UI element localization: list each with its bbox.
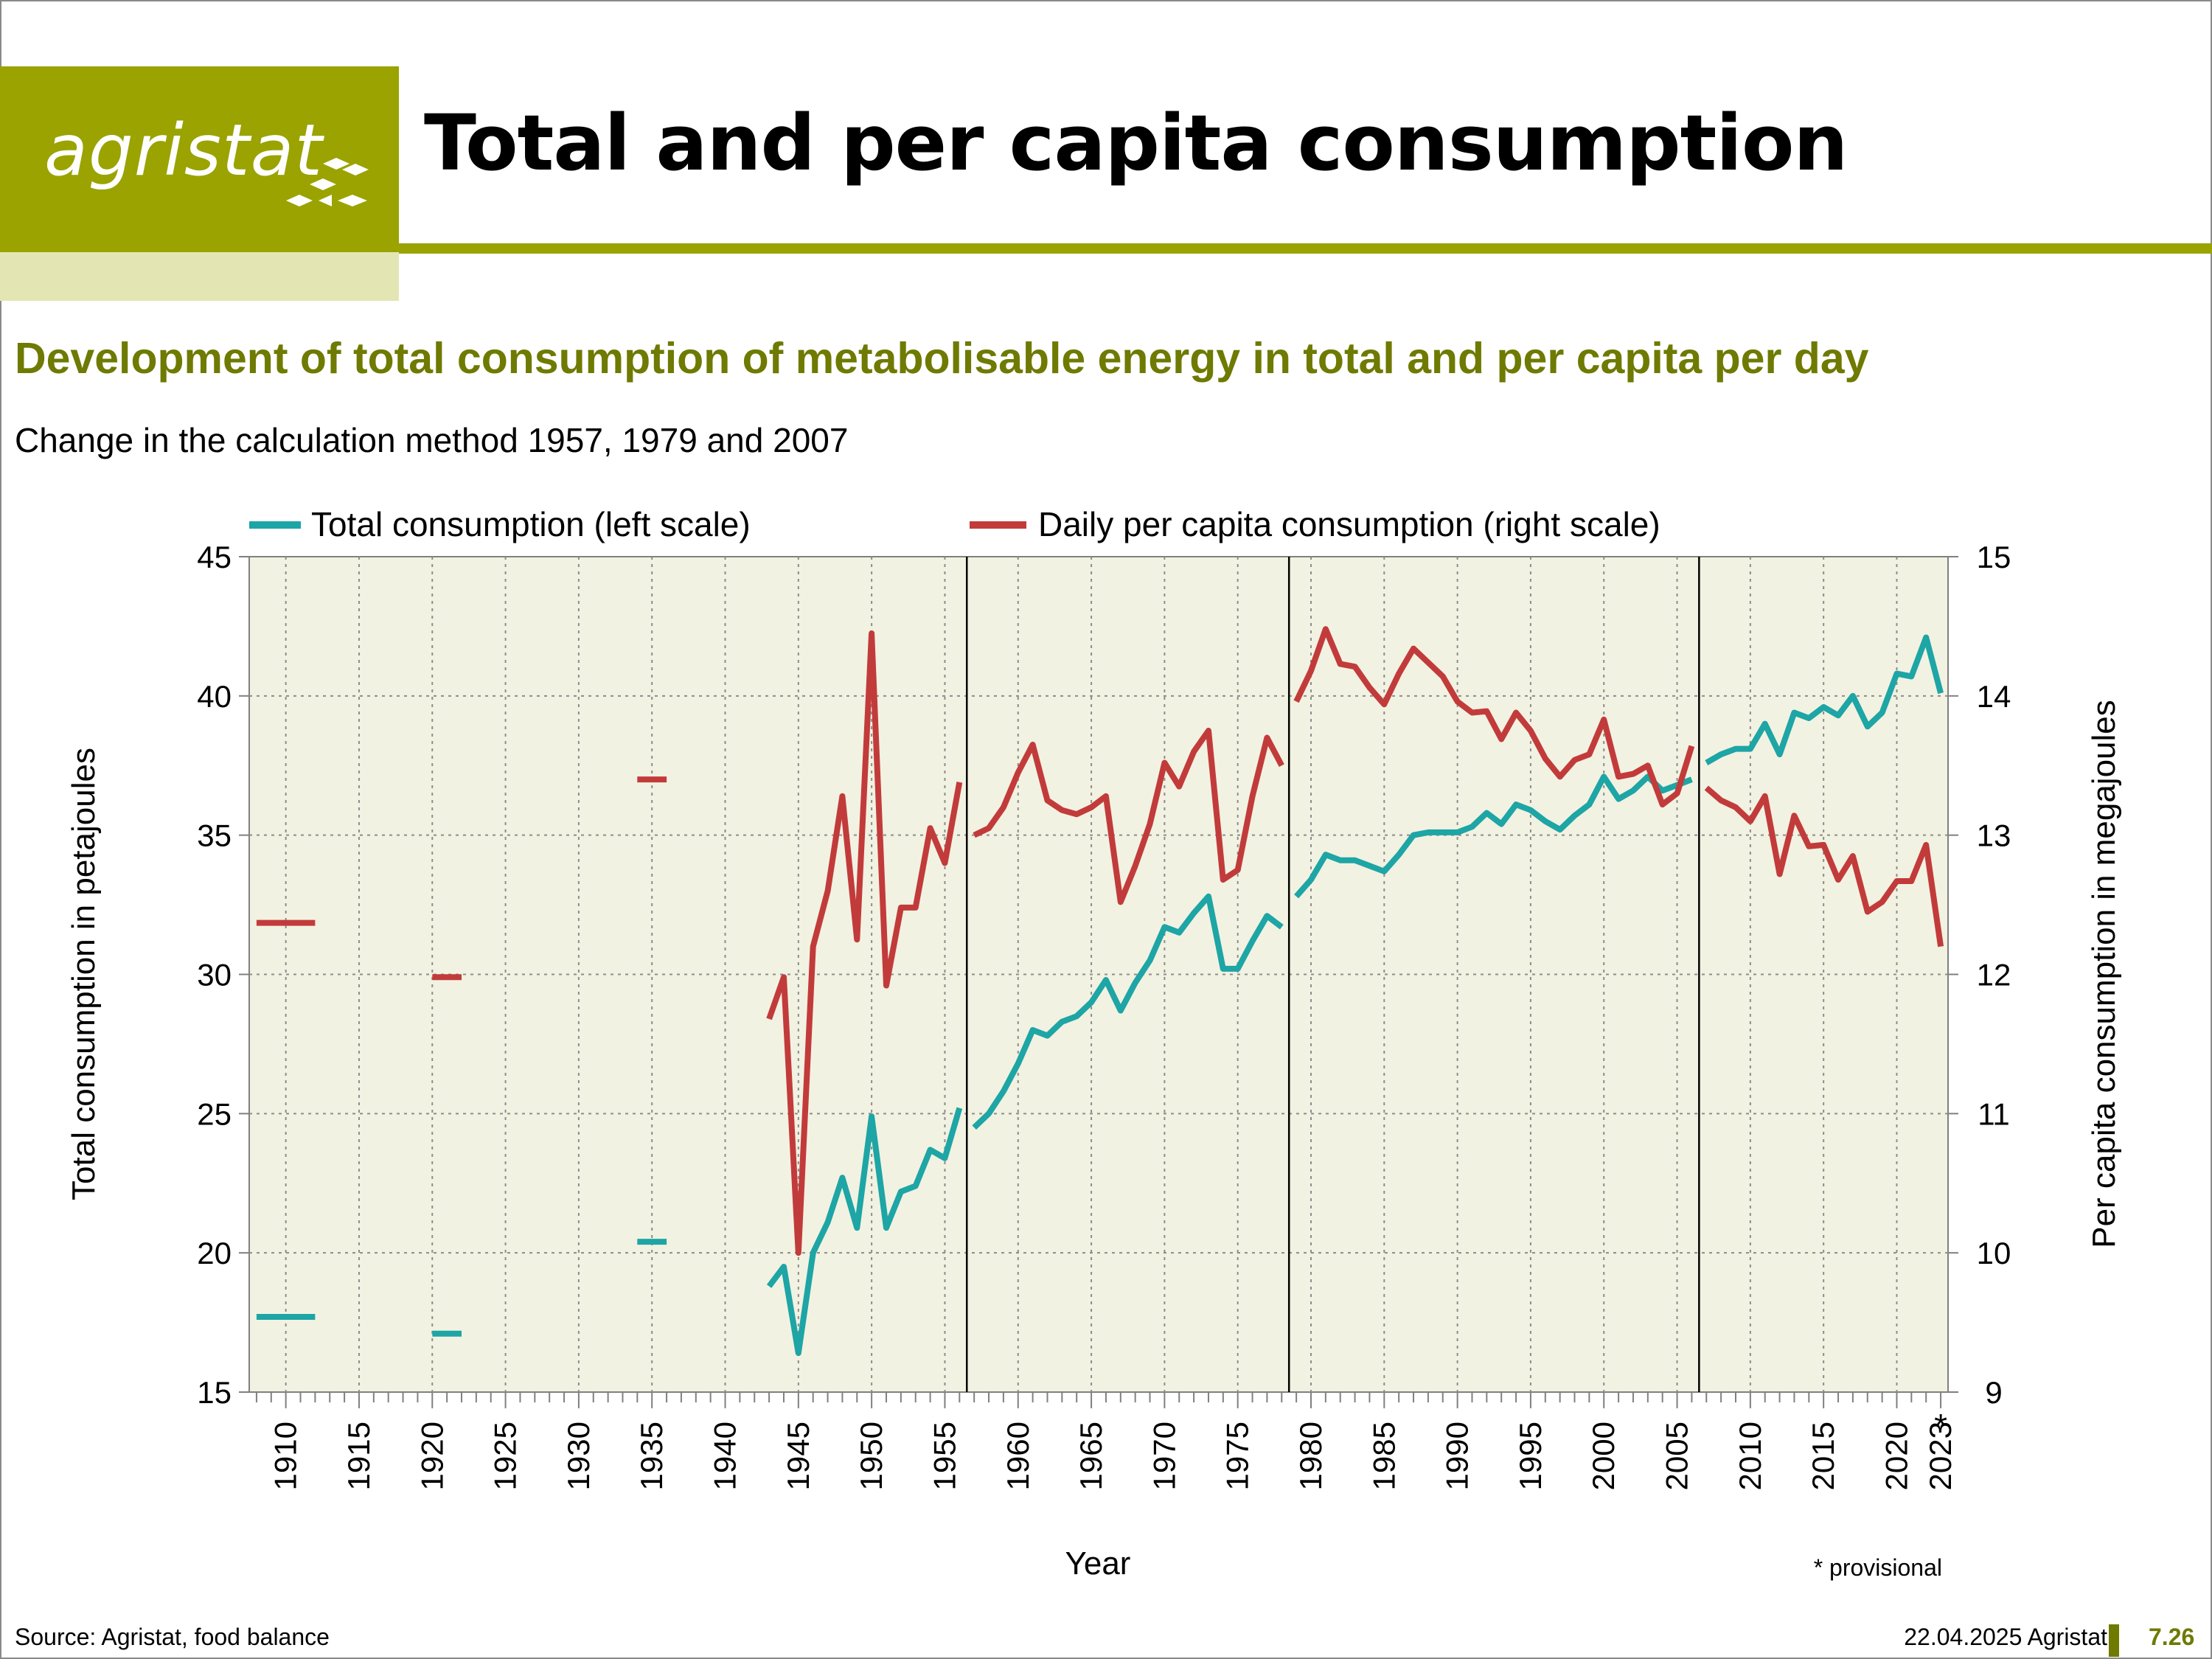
- series-line-segment: [766, 1107, 963, 1357]
- x-tick-label: 1980: [1293, 1422, 1328, 1490]
- series-line-segment: [1294, 773, 1693, 899]
- chart-subtitle: Development of total consumption of meta…: [15, 334, 1869, 383]
- series-line-segment: [766, 630, 963, 1256]
- left-tick-label: 45: [197, 540, 232, 574]
- x-tick-label: 1995: [1513, 1422, 1548, 1490]
- right-tick-label: 10: [1977, 1236, 2011, 1270]
- left-tick-label: 35: [197, 818, 232, 853]
- x-tick-label: 1975: [1220, 1422, 1255, 1490]
- x-tick-label: 1945: [781, 1422, 815, 1490]
- right-tick-label: 9: [1985, 1375, 2002, 1410]
- x-tick-label: 1990: [1440, 1422, 1475, 1490]
- footer-date: 22.04.2025 Agristat: [1904, 1624, 2107, 1650]
- header-rule: [399, 243, 2212, 254]
- x-tick-label: 1925: [488, 1422, 523, 1490]
- left-tick-label: 25: [197, 1096, 232, 1131]
- series-line-segment: [972, 893, 1284, 1130]
- x-tick-label: 2010: [1733, 1422, 1767, 1490]
- x-tick-label: 2020: [1879, 1422, 1913, 1490]
- logo-wordmark: agristat: [44, 109, 324, 192]
- footer-source: Source: Agristat, food balance: [15, 1624, 330, 1650]
- series-line-segment: [1705, 634, 1944, 765]
- series-total-consumption: [256, 634, 1944, 1357]
- x-tick-label: 2023: [1923, 1422, 1958, 1490]
- right-tick-label: 15: [1977, 540, 2011, 574]
- right-tick-label: 13: [1977, 818, 2011, 853]
- x-tick-label: 1955: [927, 1422, 961, 1490]
- series-line-segment: [1704, 785, 1944, 947]
- series-line-segment: [973, 728, 1284, 905]
- logo-accent-strip: [0, 252, 399, 301]
- left-tick-label: 15: [197, 1375, 232, 1410]
- provisional-marker: *: [1934, 1407, 1947, 1445]
- x-tick-label: 1960: [1001, 1422, 1035, 1490]
- y-axis-title-right: Per capita consumption in megajoules: [2086, 700, 2122, 1248]
- x-tick-label: 1985: [1366, 1422, 1401, 1490]
- agristat-logo: [0, 66, 399, 252]
- legend-label-per-capita: Daily per capita consumption (right scal…: [1038, 505, 1660, 543]
- left-tick-label: 30: [197, 958, 232, 992]
- right-axis: 9 10 11 12 13 14 15: [1948, 540, 2011, 1410]
- x-tick-label: 1935: [634, 1422, 669, 1490]
- series-per-capita-consumption: [256, 626, 1944, 1256]
- legend: Total consumption (left scale) Daily per…: [249, 505, 1660, 543]
- x-tick-label: 1950: [854, 1422, 888, 1490]
- provisional-footnote: * provisional: [1814, 1554, 1942, 1581]
- legend-label-total: Total consumption (left scale): [311, 505, 751, 543]
- x-tick-label: 1940: [708, 1422, 742, 1490]
- right-tick-label: 11: [1978, 1096, 2010, 1131]
- x-tick-label: 1910: [268, 1422, 303, 1490]
- x-tick-label: 1965: [1074, 1422, 1108, 1490]
- footer-divider: [2109, 1624, 2119, 1657]
- diamond-logo-icon: [286, 158, 369, 206]
- x-axis: 1910 1915 1920 1925 1930 1935 1940 1945 1950 1955…: [255, 1392, 1958, 1490]
- method-break-lines: [965, 557, 1700, 1392]
- x-axis-title: Year: [1065, 1545, 1131, 1582]
- grid-lines: [249, 557, 1948, 1392]
- x-tick-label: 2015: [1806, 1422, 1840, 1490]
- x-tick-label: 1930: [561, 1422, 596, 1490]
- x-tick-label: 1970: [1147, 1422, 1181, 1490]
- page-title: Total and per capita consumption: [424, 98, 1848, 188]
- left-axis: 15 20 25 30 35 40 45: [197, 540, 249, 1410]
- page-number: 7.26: [2149, 1624, 2195, 1650]
- y-axis-title-left: Total consumption in petajoules: [66, 748, 102, 1200]
- right-tick-label: 12: [1977, 958, 2011, 992]
- x-tick-label: 1915: [341, 1422, 376, 1490]
- right-tick-label: 14: [1977, 679, 2011, 714]
- left-tick-label: 40: [197, 679, 232, 714]
- x-tick-label: 1920: [414, 1422, 449, 1490]
- left-tick-label: 20: [197, 1236, 232, 1270]
- series-line-segment: [1293, 626, 1695, 808]
- x-tick-label: 2000: [1586, 1422, 1621, 1490]
- method-change-note: Change in the calculation method 1957, 1…: [15, 421, 849, 459]
- x-tick-label: 2005: [1660, 1422, 1694, 1490]
- series-lines: [256, 626, 1944, 1357]
